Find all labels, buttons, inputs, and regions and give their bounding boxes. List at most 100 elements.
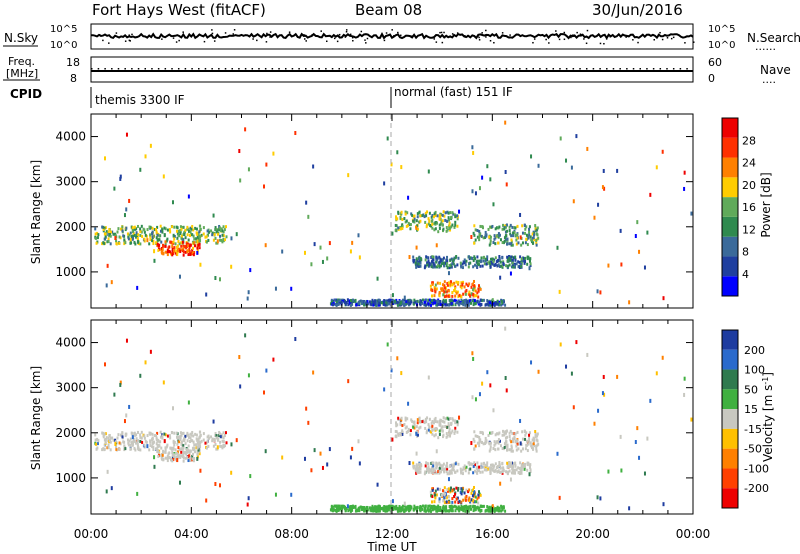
power-cell <box>481 264 484 268</box>
power-cell <box>181 237 184 241</box>
power-cell <box>384 303 387 307</box>
power-cell <box>431 218 434 222</box>
velocity-cell <box>146 444 149 449</box>
power-cell <box>144 154 147 159</box>
velocity-cell <box>423 421 426 425</box>
power-cell <box>392 299 395 303</box>
velocity-cell <box>528 436 531 440</box>
power-cell <box>497 263 500 267</box>
velocity-cell <box>438 420 441 424</box>
velocity-cell <box>535 444 538 448</box>
power-cell <box>477 295 480 299</box>
velocity-cell <box>478 465 481 469</box>
velocity-cell <box>176 438 179 442</box>
power-cell <box>177 240 180 244</box>
power-cell <box>421 298 424 302</box>
velocity-cell <box>405 425 408 429</box>
power-cell <box>109 230 112 234</box>
velocity-cell <box>221 446 224 450</box>
power-cell <box>454 213 457 217</box>
velocity-cell <box>506 465 509 469</box>
power-cell <box>151 235 154 239</box>
velocity-cell <box>239 384 242 389</box>
velocity-cell <box>572 405 575 410</box>
power-cell <box>518 260 521 264</box>
velocity-cell <box>467 509 470 513</box>
power-cell <box>247 167 250 172</box>
power-cell <box>430 260 433 264</box>
power-cell <box>220 227 223 231</box>
power-cell <box>396 303 399 307</box>
velocity-cell <box>386 505 389 509</box>
velocity-cell <box>95 442 98 446</box>
power-cell <box>337 298 340 302</box>
velocity-cell <box>535 434 538 438</box>
nave-point <box>612 68 615 70</box>
velocity-cell <box>146 434 149 438</box>
velocity-cell <box>394 505 397 509</box>
velocity-cell <box>198 436 201 440</box>
velocity-cell <box>134 448 137 452</box>
power-cell <box>437 263 440 267</box>
power-cell <box>444 211 447 215</box>
velocity-cell <box>430 500 433 504</box>
power-cell <box>214 226 217 230</box>
power-cell <box>447 271 450 276</box>
velocity-cell <box>514 432 517 436</box>
velocity-cell <box>246 502 249 507</box>
power-cell <box>528 227 531 231</box>
velocity-cell <box>173 431 176 435</box>
nave-point <box>452 68 454 70</box>
velocity-cell <box>171 406 174 411</box>
velocity-cell <box>536 432 539 436</box>
power-cell <box>446 283 449 287</box>
velocity-cell <box>501 447 504 451</box>
nsearch-point <box>583 38 585 40</box>
velocity-cell <box>464 496 467 500</box>
power-cell <box>408 301 411 305</box>
power-colorbar-tick: 24 <box>742 157 756 170</box>
velocity-cell <box>530 360 533 365</box>
nave-point <box>177 68 180 70</box>
power-cell <box>603 186 606 191</box>
power-cell <box>447 294 450 298</box>
velocity-cell <box>401 423 404 427</box>
power-cell <box>474 263 477 267</box>
power-cell <box>102 225 105 229</box>
power-cell <box>218 277 221 282</box>
nsearch-point <box>161 38 163 40</box>
velocity-cell <box>163 439 166 444</box>
velocity-cell <box>467 471 470 475</box>
velocity-cell <box>489 431 492 435</box>
power-cell <box>524 227 527 231</box>
nave-point <box>365 68 367 70</box>
velocity-cell <box>519 418 522 423</box>
velocity-cell <box>431 461 434 465</box>
velocity-ytick-label: 2000 <box>55 426 86 440</box>
power-cell <box>186 250 189 254</box>
velocity-cell <box>403 423 406 427</box>
power-cell <box>386 299 389 303</box>
velocity-cell <box>514 461 517 465</box>
nave-point <box>184 68 187 70</box>
power-cell <box>169 240 172 244</box>
power-cell <box>485 262 488 266</box>
velocity-cell <box>510 444 513 448</box>
power-cell <box>168 249 171 253</box>
velocity-cell <box>477 495 480 499</box>
nsearch-point <box>433 38 436 40</box>
power-cell <box>476 299 479 303</box>
power-cell <box>628 300 631 305</box>
power-cell <box>521 224 524 228</box>
power-cell <box>450 280 453 284</box>
velocity-cell <box>170 458 173 462</box>
velocity-cell <box>535 449 538 453</box>
power-cell <box>496 234 499 238</box>
power-cell <box>183 231 186 235</box>
power-cell <box>166 228 169 232</box>
velocity-cell <box>440 428 443 432</box>
power-colorbar-tick: 12 <box>742 223 756 236</box>
power-cell <box>442 301 445 305</box>
velocity-cell <box>132 437 135 441</box>
velocity-cell <box>192 452 195 456</box>
